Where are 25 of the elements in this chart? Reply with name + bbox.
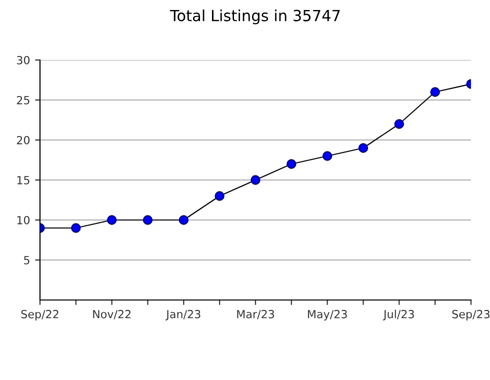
point <box>142 215 153 225</box>
point <box>358 143 368 153</box>
point <box>322 151 332 161</box>
x-tick-label: May/23 <box>308 310 347 320</box>
point <box>106 215 117 225</box>
x-tick-label: Jul/23 <box>382 310 414 320</box>
point <box>286 159 296 169</box>
x-tick-label: Sep/22 <box>21 310 58 320</box>
chart-title: Total Listings in 35747 <box>170 10 340 24</box>
point <box>214 191 224 201</box>
x-tick-label: Mar/23 <box>237 310 274 320</box>
x-tick-label: Jan/23 <box>166 310 200 320</box>
y-tick-label: 5 <box>24 256 30 264</box>
x-tick-label: Nov/22 <box>93 310 131 320</box>
y-tick-label: 10 <box>17 216 30 224</box>
y-tick-label: 25 <box>16 96 30 104</box>
y-tick-label: 15 <box>17 176 30 184</box>
point <box>394 119 404 129</box>
point <box>71 223 81 233</box>
point <box>430 87 440 97</box>
x-tick-label: Sep/23 <box>452 310 490 320</box>
y-tick-label: 20 <box>16 136 30 144</box>
point <box>250 175 260 185</box>
point <box>178 215 189 225</box>
y-tick-label: 30 <box>16 56 30 64</box>
